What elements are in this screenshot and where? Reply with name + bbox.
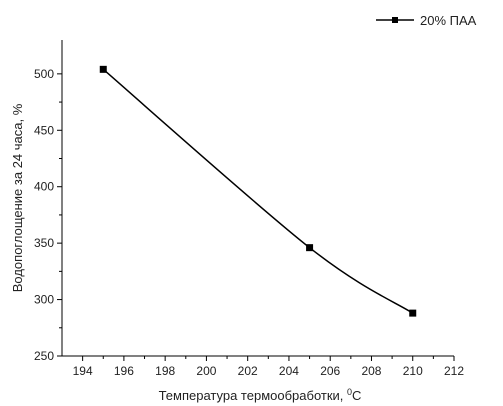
legend-marker	[392, 17, 398, 23]
x-tick-label: 200	[196, 364, 216, 378]
data-point	[306, 244, 314, 252]
x-tick-label: 196	[114, 364, 134, 378]
x-tick-label: 212	[444, 364, 464, 378]
y-tick-label: 250	[34, 349, 54, 363]
y-tick-label: 300	[34, 293, 54, 307]
x-tick-label: 204	[279, 364, 299, 378]
axes	[61, 40, 454, 357]
data-point	[409, 309, 417, 317]
y-tick-label: 500	[34, 67, 54, 81]
y-tick-label: 400	[34, 180, 54, 194]
x-tick-label: 194	[73, 364, 93, 378]
x-tick-label: 198	[155, 364, 175, 378]
x-axis-title: Температура термообработки, 0C	[159, 387, 362, 403]
x-axis-title-sup: 0	[347, 387, 352, 397]
x-axis-title-unit: C	[352, 388, 361, 403]
x-axis-title-main: Температура термообработки,	[159, 388, 347, 403]
legend: 20% ПАА	[376, 13, 477, 28]
y-axis-title: Водопоглощение за 24 часа, %	[10, 103, 25, 292]
x-tick-label: 206	[320, 364, 340, 378]
x-tick-label: 210	[403, 364, 423, 378]
ticks: 194 196 198 200 202 204 206 208 210 212 250 300 350 4…	[34, 67, 464, 378]
series-layer	[99, 65, 417, 317]
series-line	[102, 68, 414, 314]
y-tick-label: 450	[34, 123, 54, 137]
y-tick-label: 350	[34, 236, 54, 250]
x-tick-label: 208	[361, 364, 381, 378]
data-point	[99, 65, 107, 73]
legend-label: 20% ПАА	[420, 13, 477, 28]
x-tick-label: 202	[238, 364, 258, 378]
